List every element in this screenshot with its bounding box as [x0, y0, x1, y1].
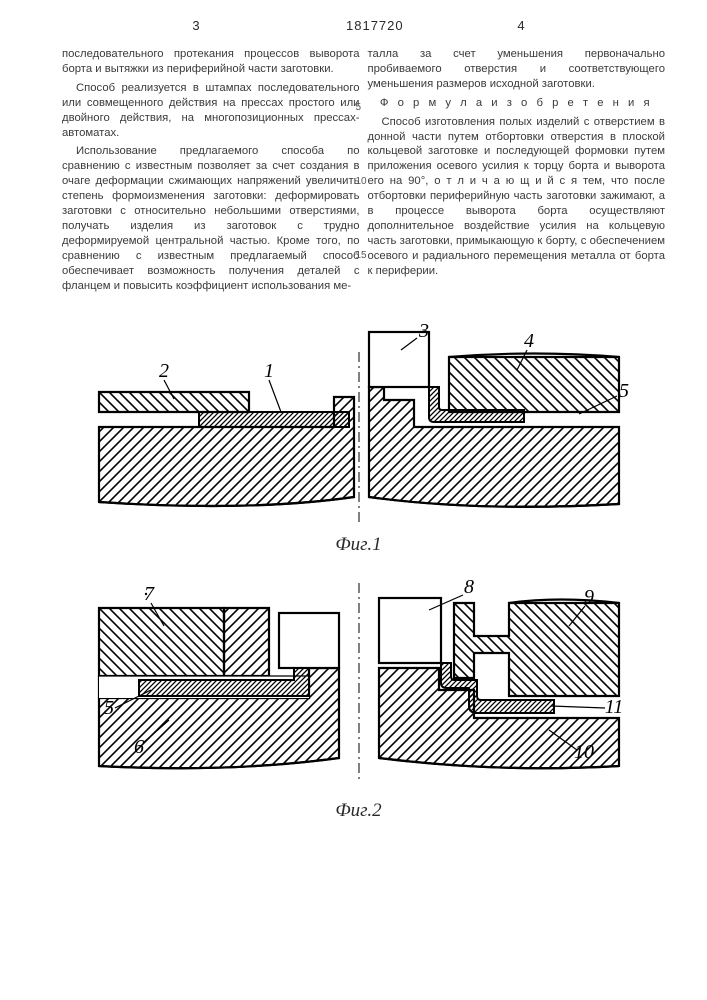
figure-2-svg: 7 5 6 8 9 11 10 — [79, 568, 639, 798]
right-column: 5 10 15 талла за счет уменьшения первона… — [368, 47, 666, 298]
fig1-caption: Фиг.1 — [46, 534, 671, 556]
fig2-label-5: 5 — [104, 697, 114, 719]
page-header: 3 1817720 4 — [46, 18, 671, 33]
fig1-label-4: 4 — [524, 330, 534, 352]
fig2-label-11: 11 — [604, 696, 623, 718]
fig1-label-5: 5 — [619, 380, 629, 402]
para-l1: последовательного протекания процессов в… — [62, 47, 360, 77]
fig2-label-9: 9 — [584, 586, 594, 608]
text-columns: последовательного протекания процессов в… — [46, 47, 671, 298]
line-num-5: 5 — [356, 101, 362, 114]
para-r2: Способ изготовления полых изделий с отве… — [368, 115, 666, 279]
figure-1-svg: 1 2 3 4 5 — [79, 322, 639, 532]
page-num-right: 4 — [371, 18, 671, 33]
patent-number: 1817720 — [346, 18, 371, 33]
fig1-label-1: 1 — [264, 360, 274, 382]
fig2-label-10: 10 — [574, 741, 594, 763]
formula-title: Ф о р м у л а и з о б р е т е н и я — [368, 96, 666, 111]
fig1-label-2: 2 — [159, 360, 169, 382]
figure-1: 1 2 3 4 5 Фиг.1 — [46, 322, 671, 556]
page-num-left: 3 — [46, 18, 346, 33]
fig1-label-3: 3 — [418, 322, 429, 342]
figure-2: 7 5 6 8 9 11 10 — [46, 568, 671, 822]
line-num-15: 15 — [356, 249, 367, 262]
patent-page: 3 1817720 4 последовательного протекания… — [0, 0, 707, 1000]
para-l3: Использование предлагаемого способа по с… — [62, 144, 360, 293]
left-column: последовательного протекания процессов в… — [62, 47, 360, 298]
fig2-label-6: 6 — [134, 736, 144, 758]
para-r1: талла за счет уменьшения первоначально п… — [368, 47, 666, 92]
para-l2: Способ реализуется в штампах последовате… — [62, 81, 360, 141]
fig2-caption: Фиг.2 — [46, 800, 671, 822]
fig2-label-8: 8 — [464, 576, 474, 598]
figures-block: 1 2 3 4 5 Фиг.1 — [46, 322, 671, 822]
line-num-10: 10 — [356, 175, 367, 188]
